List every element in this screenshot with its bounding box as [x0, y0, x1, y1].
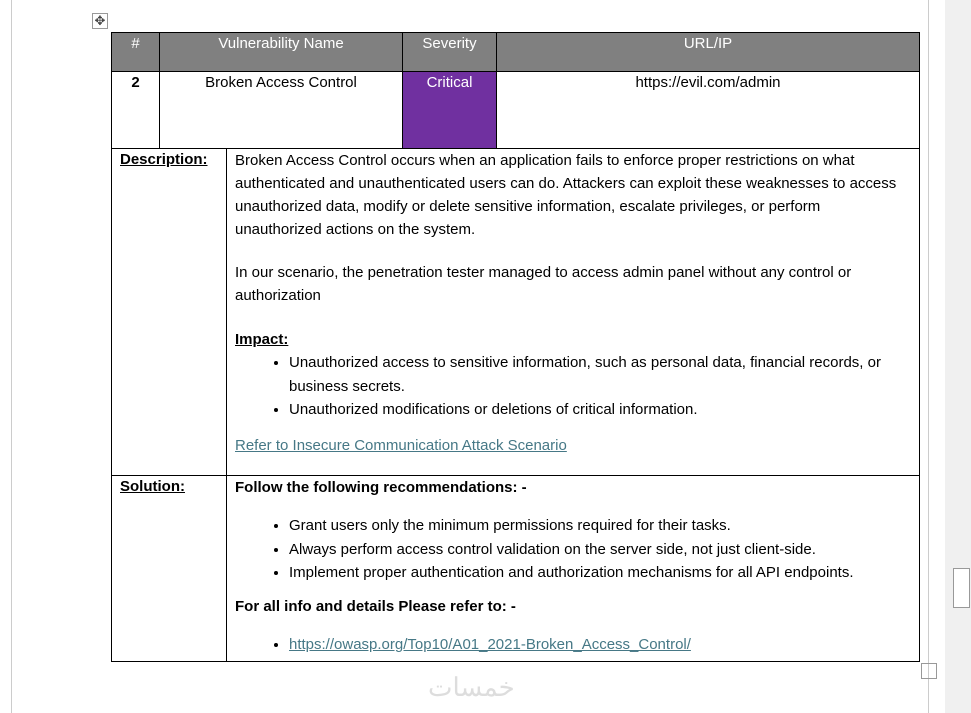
watermark-logo: خمسات [428, 672, 515, 702]
header-severity: Severity [402, 32, 497, 72]
scrollbar-thumb[interactable] [953, 568, 970, 608]
description-label: Description: [111, 148, 227, 476]
impact-label: Impact: [235, 331, 289, 348]
table-move-handle-icon[interactable]: ✥ [92, 13, 108, 29]
table-resize-handle[interactable] [921, 663, 937, 679]
scenario-link[interactable]: Refer to Insecure Communication Attack S… [235, 436, 567, 454]
description-p1: Broken Access Control occurs when an app… [235, 152, 897, 238]
solution-item: Always perform access control validation… [289, 538, 911, 562]
refer-text: For all info and details Please refer to… [235, 597, 516, 615]
header-url: URL/IP [496, 32, 920, 72]
owasp-link[interactable]: https://owasp.org/Top10/A01_2021-Broken_… [289, 635, 691, 653]
row-num: 2 [111, 71, 160, 149]
row-url: https://evil.com/admin [496, 71, 920, 149]
page-right-edge [928, 0, 929, 713]
solution-item: Implement proper authentication and auth… [289, 561, 911, 585]
header-num: # [111, 32, 160, 72]
description-cell: Broken Access Control occurs when an app… [226, 148, 920, 476]
description-p2: In our scenario, the penetration tester … [235, 264, 852, 304]
row-name: Broken Access Control [159, 71, 403, 149]
solution-cell: Follow the following recommendations: - … [226, 475, 920, 662]
impact-item: Unauthorized modifications or deletions … [289, 398, 911, 422]
page-left-edge [11, 0, 12, 713]
impact-list: Unauthorized access to sensitive informa… [235, 351, 911, 422]
severity-badge: Critical [402, 71, 497, 149]
solution-intro: Follow the following recommendations: - [235, 479, 527, 496]
solution-label: Solution: [111, 475, 227, 662]
impact-item: Unauthorized access to sensitive informa… [289, 351, 911, 398]
solution-item: Grant users only the minimum permissions… [289, 514, 911, 538]
header-name: Vulnerability Name [159, 32, 403, 72]
solution-list: Grant users only the minimum permissions… [235, 514, 911, 585]
